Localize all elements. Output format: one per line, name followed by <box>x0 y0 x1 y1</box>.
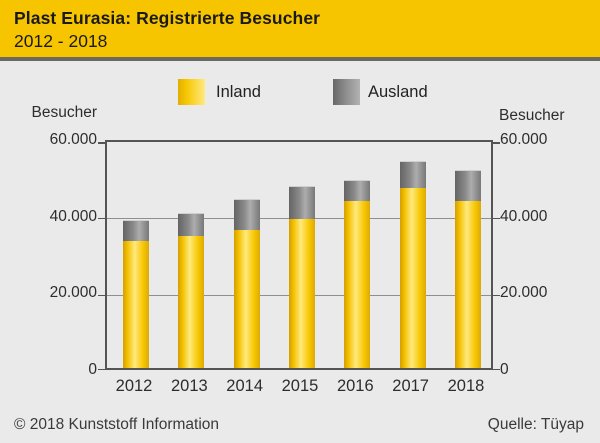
copyright-text: © 2018 Kunststoff Information <box>14 416 220 433</box>
bar-2013 <box>178 213 205 368</box>
x-axis-label: 2018 <box>447 377 485 395</box>
bar-segment-ausland <box>344 180 371 201</box>
x-axis-label: 2015 <box>281 377 319 395</box>
y-tick-label: 40.000 <box>49 207 97 225</box>
plot-area <box>98 140 500 370</box>
bar-segment-ausland <box>178 213 205 236</box>
bar-segment-inland <box>233 230 260 368</box>
axis-tick <box>98 294 105 297</box>
legend-label-ausland: Ausland <box>368 83 428 101</box>
x-axis-label: 2013 <box>170 377 208 395</box>
bar-2017 <box>399 161 426 368</box>
y-tick-label: 20.000 <box>500 284 548 302</box>
bar-2015 <box>288 186 315 368</box>
page-title: Plast Eurasia: Registrierte Besucher <box>14 8 321 28</box>
y-tick-label: 60.000 <box>500 131 548 148</box>
legend-swatch-inland <box>178 79 205 105</box>
x-axis-label: 2017 <box>392 377 429 395</box>
bar-segment-ausland <box>233 199 260 230</box>
x-axis-label: 2016 <box>336 377 374 395</box>
bar-segment-ausland <box>399 161 426 188</box>
bar-segment-inland <box>454 201 481 368</box>
header-divider <box>0 57 600 61</box>
bar-segment-inland <box>178 236 205 368</box>
axis-tick <box>493 142 500 144</box>
axis-tick <box>98 368 105 370</box>
bar-segment-ausland <box>123 220 149 241</box>
bar-2018 <box>454 170 481 368</box>
y-tick-label: 0 <box>500 361 509 378</box>
axis-tick <box>493 217 500 220</box>
axis-tick <box>493 294 500 297</box>
bar-segment-inland <box>288 219 315 368</box>
bar-segment-inland <box>344 201 371 368</box>
bar-segment-ausland <box>288 186 315 219</box>
page-subtitle: 2012 - 2018 <box>14 31 108 51</box>
y-tick-label: 0 <box>88 361 97 378</box>
y-axis-title-left: Besucher <box>31 104 97 121</box>
y-tick-label: 60.000 <box>49 131 97 148</box>
x-axis-label: 2014 <box>226 377 264 395</box>
axis-tick <box>98 142 105 144</box>
header: Plast Eurasia: Registrierte Besucher 201… <box>0 0 600 57</box>
legend-label-inland: Inland <box>216 83 261 101</box>
bar-segment-inland <box>123 241 149 368</box>
y-axis-title-right: Besucher <box>499 107 565 124</box>
bar-2014 <box>233 199 260 368</box>
axis-tick <box>98 217 105 220</box>
bar-2016 <box>344 180 371 368</box>
x-axis-label: 2012 <box>115 377 153 395</box>
source-text: Quelle: Tüyap <box>487 416 584 433</box>
legend-swatch-ausland <box>333 79 360 105</box>
bar-segment-ausland <box>454 170 481 201</box>
bar-segment-inland <box>399 188 426 368</box>
y-tick-label: 40.000 <box>500 207 548 225</box>
axis-tick <box>493 368 500 370</box>
y-tick-label: 20.000 <box>49 284 97 302</box>
bar-2012 <box>123 220 149 368</box>
